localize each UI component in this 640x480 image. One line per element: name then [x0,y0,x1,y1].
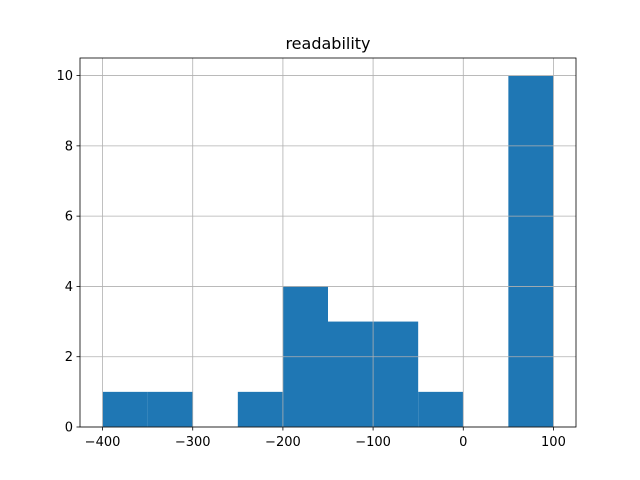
chart-title: readability [285,34,370,53]
y-tick-label: 6 [65,210,73,225]
bar [102,391,148,427]
x-tick-label: −300 [175,435,211,450]
x-tick-label: −400 [85,435,121,450]
y-tick-label: 8 [65,139,73,154]
bar [373,321,419,427]
x-tick-label: 100 [541,435,566,450]
x-tick-label: 0 [459,435,467,450]
y-tick-label: 2 [65,350,73,365]
bar [147,391,193,427]
x-tick-label: −200 [265,435,301,450]
y-tick-label: 10 [56,69,73,84]
bar [418,391,464,427]
y-tick-label: 0 [65,421,73,436]
y-tick-label: 4 [65,280,73,295]
bar [237,391,283,427]
bar [508,75,554,428]
x-tick-label: −100 [355,435,391,450]
plot-frame [79,57,577,428]
bar [328,321,374,427]
